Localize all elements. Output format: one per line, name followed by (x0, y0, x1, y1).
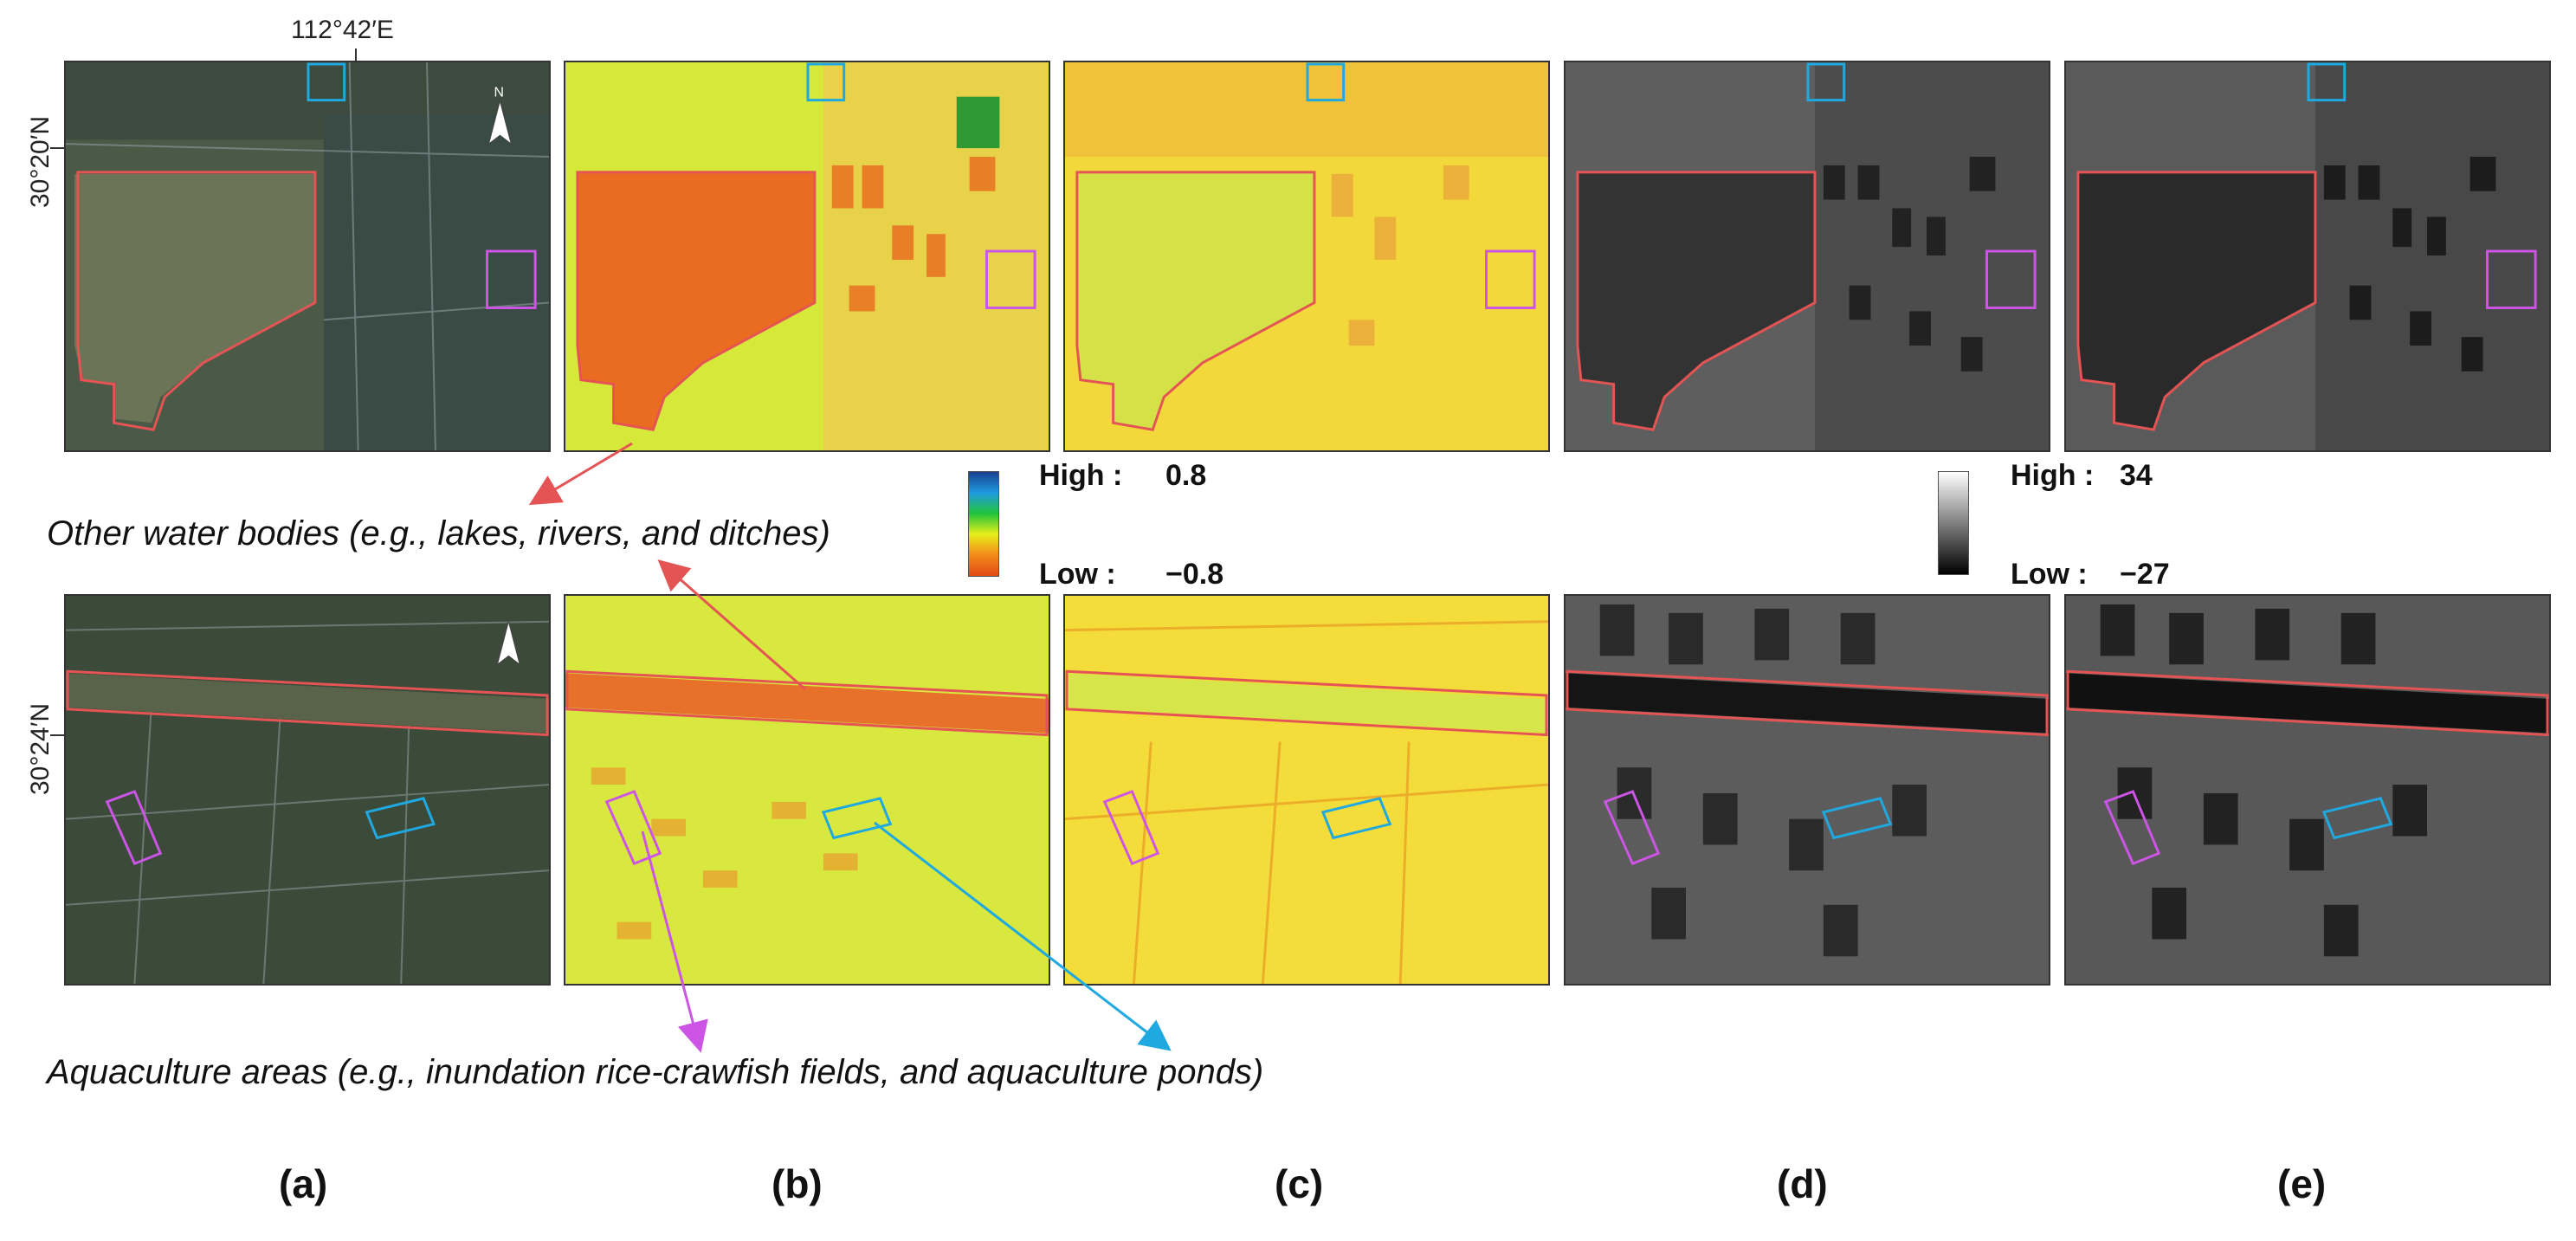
sar-high-label: High : (2011, 459, 2095, 492)
panel-b-top-ndvi (564, 61, 1050, 452)
caption-aquaculture-areas: Aquaculture areas (e.g., inundation rice… (47, 1053, 1264, 1091)
panel-label-b: (b) (772, 1161, 823, 1206)
pond-box-top-a (307, 62, 346, 102)
panel-c-top-index (1063, 61, 1550, 452)
panel-b-bottom-ndvi (564, 594, 1050, 986)
panel-d-top-sar (1564, 61, 2050, 452)
water-body-box-top-d (1576, 171, 1817, 431)
panel-label-a: (a) (279, 1161, 328, 1206)
panel-e-bottom-sar (2064, 594, 2551, 986)
panel-c-bottom-index (1063, 594, 1550, 986)
arrow-water-top (528, 442, 633, 506)
north-arrow-label: N (494, 86, 503, 100)
latitude-tick-top (50, 147, 64, 149)
panel-e-top-sar (2064, 61, 2551, 452)
rice-crawfish-box-top-a (486, 249, 537, 309)
panel-label-d: (d) (1777, 1161, 1828, 1206)
caption-water-bodies: Other water bodies (e.g., lakes, rivers,… (47, 514, 830, 553)
sar-colorbar (1938, 471, 1969, 575)
pond-box-top-d (1806, 62, 1846, 102)
rice-crawfish-box-top-e (2486, 249, 2537, 309)
latitude-tick-bottom (50, 734, 64, 736)
rice-crawfish-box-bottom-e (2103, 790, 2161, 866)
ndvi-colorbar (968, 471, 999, 577)
pond-box-top-b (806, 62, 846, 102)
ndvi-high-label: High : (1039, 459, 1123, 492)
ndvi-low-value: −0.8 (1165, 558, 1224, 591)
latitude-label-top: 30°20′N (26, 115, 55, 208)
panel-a-top-optical: N (64, 61, 551, 452)
water-body-box-top-e (2076, 171, 2317, 431)
sar-low-value: −27 (2120, 558, 2170, 591)
rice-crawfish-box-bottom-d (1603, 790, 1661, 866)
pond-box-top-e (2307, 62, 2347, 102)
water-body-box-bottom-a (66, 669, 549, 737)
rice-crawfish-box-bottom-a (105, 790, 163, 866)
rice-crawfish-box-top-b (985, 249, 1036, 309)
water-body-box-bottom-d (1566, 669, 2049, 737)
panel-d-bottom-sar (1564, 594, 2050, 986)
panel-label-c: (c) (1275, 1161, 1324, 1206)
pond-box-top-c (1306, 62, 1346, 102)
rice-crawfish-box-top-c (1485, 249, 1536, 309)
ndvi-high-value: 0.8 (1165, 459, 1207, 492)
longitude-tick (355, 48, 357, 62)
longitude-label: 112°42′E (291, 16, 394, 44)
pond-box-bottom-a (365, 797, 436, 840)
sar-low-label: Low : (2011, 558, 2088, 591)
water-body-box-bottom-e (2066, 669, 2549, 737)
pond-box-bottom-d (1821, 797, 1893, 840)
panel-label-e: (e) (2277, 1161, 2327, 1206)
water-body-box-top-b (576, 171, 817, 431)
pond-box-bottom-c (1320, 797, 1392, 840)
pond-box-bottom-e (2321, 797, 2393, 840)
ndvi-low-label: Low : (1039, 558, 1116, 591)
water-body-box-top-c (1075, 171, 1316, 431)
rice-crawfish-box-top-d (1985, 249, 2037, 309)
water-body-box-bottom-b (565, 669, 1049, 737)
north-arrow-icon-bottom (496, 619, 521, 666)
water-body-box-top-a (76, 171, 317, 431)
water-body-box-bottom-c (1065, 669, 1548, 737)
latitude-label-bottom: 30°24′N (26, 702, 55, 795)
sar-high-value: 34 (2120, 459, 2153, 492)
panel-a-bottom-optical (64, 594, 551, 986)
north-arrow-icon: N (487, 86, 513, 145)
